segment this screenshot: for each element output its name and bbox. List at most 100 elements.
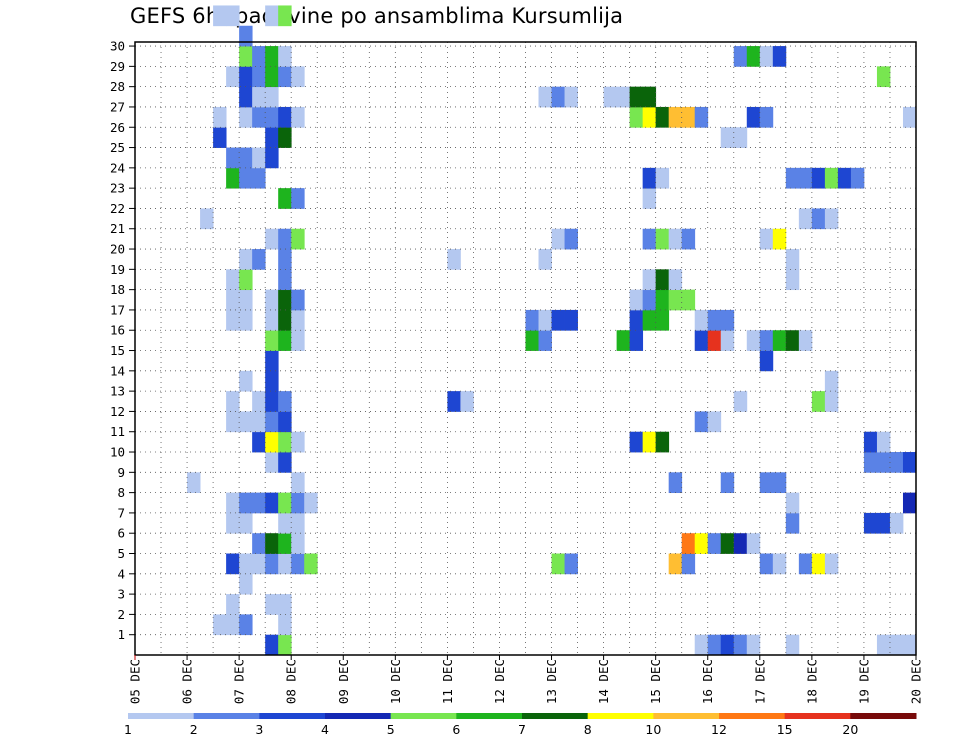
colorbar-swatch	[587, 713, 654, 719]
precip-cell	[668, 228, 683, 250]
precip-cell	[252, 147, 266, 169]
x-tick-label: 15 DEC	[648, 659, 663, 704]
heatmap-cells	[187, 5, 917, 656]
x-tick-label: 08 DEC	[284, 659, 299, 704]
precip-cell	[239, 614, 253, 636]
precip-cell	[304, 492, 318, 514]
precip-cell	[603, 86, 618, 108]
precip-cell	[772, 553, 787, 575]
precip-cell	[837, 167, 852, 189]
precip-cell	[265, 228, 279, 250]
y-tick-label: 18	[110, 282, 125, 297]
precip-cell	[226, 594, 240, 615]
precip-cell	[746, 106, 761, 128]
precip-cell	[226, 167, 240, 189]
precip-cell	[746, 634, 761, 656]
precip-cell	[616, 86, 631, 108]
precip-cell	[265, 391, 279, 412]
precip-cell	[655, 228, 670, 250]
precip-cell	[226, 512, 240, 534]
precip-cell	[213, 614, 227, 636]
precip-cell	[772, 472, 787, 494]
precip-cell	[759, 228, 774, 250]
precip-cell	[772, 330, 787, 351]
precip-cell	[720, 309, 735, 331]
precip-cell	[239, 25, 253, 47]
precip-cell	[811, 167, 826, 189]
x-tick-label: 18 DEC	[804, 659, 819, 704]
x-tick-label: 19 DEC	[856, 659, 871, 704]
y-tick-label: 23	[110, 181, 125, 196]
precip-cell	[824, 391, 839, 412]
x-tick-label: 16 DEC	[700, 659, 715, 704]
colorbar-label: 12	[711, 722, 727, 737]
precip-cell	[239, 147, 253, 169]
y-tick-label: 6	[117, 526, 125, 541]
precip-cell	[564, 309, 578, 331]
precip-cell	[252, 106, 266, 128]
precip-cell	[629, 106, 644, 128]
precip-cell	[785, 634, 800, 656]
precip-cell	[278, 634, 292, 656]
precip-cell	[863, 431, 878, 453]
precip-cell	[564, 228, 578, 250]
precip-cell	[291, 106, 305, 128]
precip-cell	[772, 46, 787, 67]
precip-cell	[265, 106, 279, 128]
precip-cell	[642, 269, 657, 291]
precip-cell	[239, 269, 253, 291]
precip-cell	[265, 330, 279, 351]
precip-cell	[460, 391, 474, 412]
precip-cell	[538, 330, 552, 351]
precip-cell	[889, 512, 904, 534]
colorbar-label: 1	[124, 722, 132, 737]
y-tick-label: 29	[110, 59, 125, 74]
precip-cell	[759, 472, 774, 494]
precip-cell	[824, 167, 839, 189]
precip-cell	[265, 492, 279, 514]
precip-cell	[902, 452, 917, 473]
precip-cell	[252, 86, 266, 108]
precip-cell	[798, 208, 813, 230]
precip-cell	[265, 289, 279, 311]
precip-cell	[239, 512, 253, 534]
grid-lines	[135, 42, 916, 655]
colorbar-label: 8	[584, 722, 592, 737]
precip-cell	[447, 249, 461, 270]
y-tick-label: 28	[110, 79, 125, 94]
precip-cell	[785, 249, 800, 270]
precip-cell	[642, 86, 657, 108]
precip-cell	[707, 411, 722, 433]
precip-cell	[720, 634, 735, 656]
precip-cell	[668, 553, 683, 575]
precip-cell	[551, 228, 565, 250]
precip-cell	[226, 492, 240, 514]
y-tick-label: 7	[117, 505, 125, 520]
precip-cell	[668, 106, 683, 128]
precip-cell	[265, 127, 279, 148]
precip-cell	[707, 330, 722, 351]
y-axis: 1234567891011121314151617181920212223242…	[110, 39, 135, 642]
precip-cell	[252, 553, 266, 575]
precip-cell	[616, 330, 631, 351]
x-tick-label: 14 DEC	[596, 659, 611, 704]
precip-cell	[278, 553, 292, 575]
precip-cell	[239, 370, 253, 392]
y-tick-label: 9	[117, 465, 125, 480]
precip-cell	[226, 269, 240, 291]
precip-cell	[278, 391, 292, 412]
precip-cell	[759, 330, 774, 351]
precip-cell	[265, 634, 279, 656]
precip-cell	[694, 411, 709, 433]
precip-cell	[265, 533, 279, 554]
precip-cell	[226, 66, 240, 88]
precip-cell	[252, 46, 266, 67]
precip-cell	[746, 46, 761, 67]
precip-cell	[785, 512, 800, 534]
precip-cell	[226, 411, 240, 433]
colorbar-label: 5	[387, 722, 395, 737]
y-tick-label: 16	[110, 323, 125, 338]
precip-cell	[668, 472, 683, 494]
colorbar-label: 6	[452, 722, 460, 737]
